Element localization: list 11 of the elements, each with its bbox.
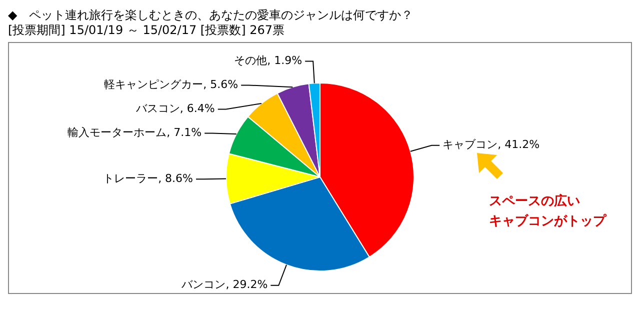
text: スペースの広い	[489, 193, 580, 211]
slice-label: 輸入モーターホーム, 7.1%	[68, 126, 202, 140]
slice-label: バンコン, 29.2%	[180, 278, 268, 292]
slice-label: トレーラー, 8.6%	[103, 172, 194, 186]
slice-label: 軽キャンピングカー, 5.6%	[104, 78, 238, 92]
chart-title: ◆ ペット連れ旅行を楽しむときの、あなたの愛車のジャンルは何ですか？	[8, 8, 414, 23]
text: キャブコンがトップ	[489, 213, 606, 231]
chart-subtitle: [投票期間] 15/01/19 ～ 15/02/17 [投票数] 267票	[8, 23, 286, 38]
slice-label: キャブコン, 41.2%	[442, 138, 540, 152]
slice-label: バスコン, 6.4%	[134, 102, 215, 116]
slice-label: その他, 1.9%	[234, 54, 302, 68]
